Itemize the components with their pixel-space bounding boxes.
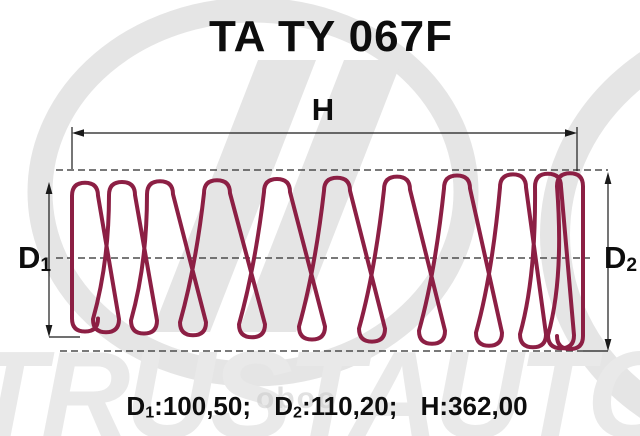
d2-arrow-top-icon (604, 172, 612, 184)
height-dim-label: H (311, 92, 335, 127)
h-arrow-right-icon (565, 129, 577, 137)
spec-d2: D2:110,20; (274, 391, 398, 422)
d2-label-base: D (604, 240, 627, 275)
spec-d2-value: :110,20; (301, 391, 398, 421)
d2-arrow-bottom-icon (604, 339, 612, 351)
d1-label-base: D (18, 240, 41, 275)
h-arrow-left-icon (72, 129, 84, 137)
d2-dim-label: D2 (604, 240, 637, 277)
d2-label-sub: 2 (626, 255, 638, 277)
d1-label-sub: 1 (40, 255, 52, 277)
spec-d1-sub: 1 (145, 403, 155, 422)
spec-h: H:362,00 (421, 391, 528, 421)
watermark-ring2-icon (540, 52, 640, 418)
spec-h-value: :362,00 (439, 391, 528, 421)
d2-dimension (583, 172, 612, 352)
watermark-monogram-band2-icon (238, 60, 402, 332)
d1-arrow-bottom-icon (45, 325, 53, 337)
part-number-title: TA TY 067F (209, 12, 453, 61)
spec-d1-value: :100,50; (154, 391, 251, 421)
spec-d1: D1:100,50; (126, 391, 251, 422)
spec-line: D1:100,50; D2:110,20; H:362,00 (0, 391, 640, 423)
d1-arrow-top-icon (45, 182, 53, 194)
watermark-ring-icon (27, 0, 479, 387)
d1-dimension (45, 182, 80, 338)
spring-path (70, 171, 585, 351)
spec-d1-base: D (126, 391, 146, 421)
photo-stamp-watermark: oboo (256, 382, 338, 415)
spec-d2-sub: 2 (293, 403, 302, 422)
h-dimension (71, 127, 578, 171)
spec-d2-base: D (274, 391, 294, 421)
spec-h-base: H (420, 391, 440, 421)
d1-dim-label: D1 (18, 240, 51, 277)
